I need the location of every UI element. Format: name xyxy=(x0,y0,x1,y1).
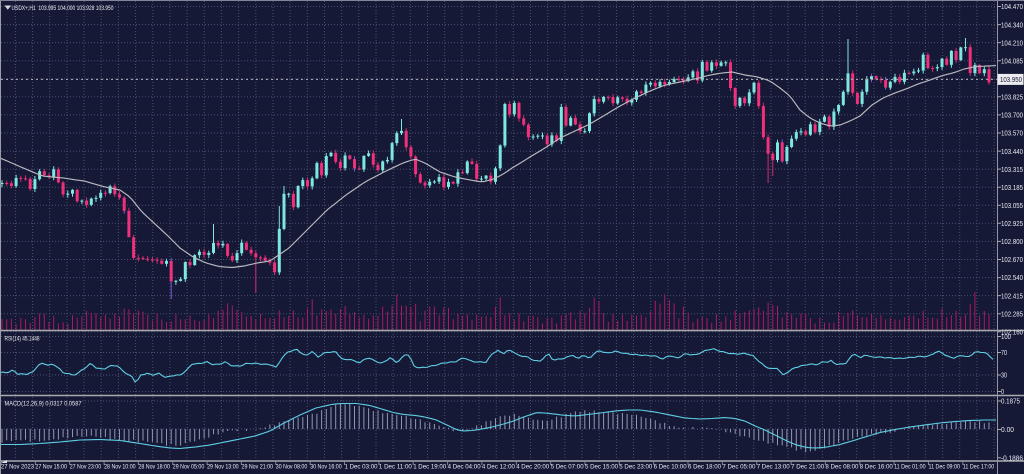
svg-text:7 Dec 13:00: 7 Dec 13:00 xyxy=(757,464,790,471)
svg-text:28 Nov 18:00: 28 Nov 18:00 xyxy=(138,464,170,471)
svg-text:11 Dec 17:00: 11 Dec 17:00 xyxy=(963,464,995,471)
svg-text:27 Nov 23:00: 27 Nov 23:00 xyxy=(70,464,102,471)
svg-text:102.285: 102.285 xyxy=(1001,309,1023,318)
svg-text:8 Dec 08:00: 8 Dec 08:00 xyxy=(825,464,858,471)
svg-text:5 Dec 07:00: 5 Dec 07:00 xyxy=(551,464,584,471)
svg-text:29 Nov 21:00: 29 Nov 21:00 xyxy=(242,464,274,471)
svg-text:30: 30 xyxy=(1001,371,1007,380)
svg-text:103.440: 103.440 xyxy=(1001,147,1023,156)
svg-text:8 Dec 16:00: 8 Dec 16:00 xyxy=(860,464,893,471)
svg-text:1 Dec 11:00: 1 Dec 11:00 xyxy=(379,464,412,471)
svg-text:103.825: 103.825 xyxy=(1001,93,1023,102)
svg-text:USDX+,H1 103.995 104.000 103.: USDX+,H1 103.995 104.000 103.928 103.950 xyxy=(12,5,114,12)
svg-text:103.055: 103.055 xyxy=(1001,201,1023,210)
svg-text:27 Nov 2023: 27 Nov 2023 xyxy=(1,464,34,471)
svg-text:102.925: 102.925 xyxy=(1001,219,1023,228)
svg-text:30 Nov 08:00: 30 Nov 08:00 xyxy=(276,464,308,471)
svg-text:MACD(12,26,9) 0.0317 0.0587: MACD(12,26,9) 0.0317 0.0587 xyxy=(5,401,82,408)
svg-text:28 Nov 10:00: 28 Nov 10:00 xyxy=(104,464,136,471)
svg-text:70: 70 xyxy=(1001,348,1007,357)
svg-text:29 Nov 13:00: 29 Nov 13:00 xyxy=(207,464,239,471)
svg-text:103.950: 103.950 xyxy=(1000,75,1022,84)
svg-text:102.670: 102.670 xyxy=(1001,255,1023,264)
svg-text:102.540: 102.540 xyxy=(1001,273,1023,282)
svg-text:104.340: 104.340 xyxy=(1001,20,1023,29)
svg-text:104.210: 104.210 xyxy=(1001,38,1023,47)
svg-text:100: 100 xyxy=(1001,332,1011,341)
svg-text:11 Dec 01:00: 11 Dec 01:00 xyxy=(894,464,926,471)
svg-text:103.570: 103.570 xyxy=(1001,129,1023,138)
svg-text:0: 0 xyxy=(1001,387,1004,396)
svg-text:6 Dec 18:00: 6 Dec 18:00 xyxy=(688,464,721,471)
svg-text:0.00: 0.00 xyxy=(1001,425,1014,434)
svg-text:102.160: 102.160 xyxy=(1001,328,1023,337)
svg-text:4 Dec 20:00: 4 Dec 20:00 xyxy=(516,464,549,471)
svg-text:104.470: 104.470 xyxy=(1001,2,1023,11)
svg-text:7 Dec 05:00: 7 Dec 05:00 xyxy=(722,464,755,471)
svg-text:29 Nov 05:00: 29 Nov 05:00 xyxy=(173,464,205,471)
svg-text:1 Dec 19:00: 1 Dec 19:00 xyxy=(413,464,446,471)
svg-text:4 Dec 12:00: 4 Dec 12:00 xyxy=(482,464,515,471)
svg-text:103.700: 103.700 xyxy=(1001,111,1023,120)
svg-text:27 Nov 15:00: 27 Nov 15:00 xyxy=(35,464,67,471)
svg-text:7 Dec 21:00: 7 Dec 21:00 xyxy=(791,464,824,471)
svg-text:103.185: 103.185 xyxy=(1001,183,1023,192)
svg-text:0.1875: 0.1875 xyxy=(1001,397,1020,406)
svg-text:30 Nov 16:00: 30 Nov 16:00 xyxy=(310,464,342,471)
svg-text:4 Dec 04:00: 4 Dec 04:00 xyxy=(448,464,481,471)
svg-text:6 Dec 10:00: 6 Dec 10:00 xyxy=(654,464,687,471)
svg-text:102.800: 102.800 xyxy=(1001,237,1023,246)
svg-text:104.085: 104.085 xyxy=(1001,56,1023,65)
svg-text:102.415: 102.415 xyxy=(1001,291,1023,300)
svg-text:103.315: 103.315 xyxy=(1001,165,1023,174)
svg-text:1 Dec 03:00: 1 Dec 03:00 xyxy=(345,464,378,471)
svg-text:RSI(14) 45.1448: RSI(14) 45.1448 xyxy=(5,336,40,343)
svg-text:5 Dec 15:00: 5 Dec 15:00 xyxy=(585,464,618,471)
svg-text:5 Dec 23:00: 5 Dec 23:00 xyxy=(619,464,652,471)
svg-text:-0.1886: -0.1886 xyxy=(1001,454,1023,463)
svg-text:11 Dec 09:00: 11 Dec 09:00 xyxy=(929,464,961,471)
